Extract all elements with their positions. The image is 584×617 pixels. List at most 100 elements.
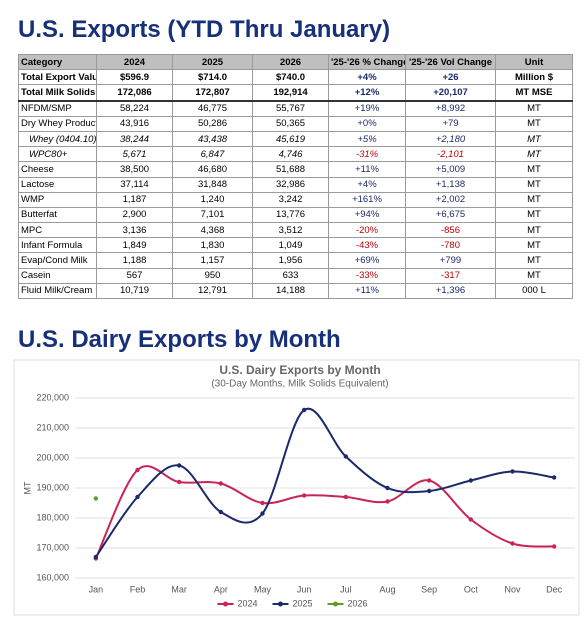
table-cell: 37,114 (96, 176, 173, 193)
point (93, 554, 99, 560)
section-title: U.S. Dairy Exports by Month (18, 326, 341, 353)
table-cell: +2,002 (405, 191, 496, 208)
table-cell: 1,049 (252, 237, 329, 254)
table-cell: 1,849 (96, 237, 173, 254)
table-row: WMP 1,187 1,240 3,242 +161% +2,002 MT (18, 191, 573, 208)
table-cell: +8,992 (405, 100, 496, 117)
point (468, 517, 474, 522)
table-cell: -31% (328, 146, 406, 163)
table-cell: 1,188 (96, 252, 173, 269)
point (135, 467, 140, 473)
legend-label: 2026 (348, 598, 368, 608)
table-cell: MPC (18, 222, 97, 239)
table-cell: 3,512 (252, 222, 329, 239)
table-row: Cheese 38,500 46,680 51,688 +11% +5,009 MT (18, 161, 573, 178)
table-cell: 1,956 (252, 252, 329, 269)
table-cell: +26 (405, 69, 496, 86)
table-cell: MT (495, 237, 573, 254)
table-row: NFDM/SMP 58,224 46,775 55,767 +19% +8,992 MT (18, 100, 573, 117)
table-cell: 43,438 (172, 130, 253, 148)
y-tick-label: 220,000 (36, 392, 69, 402)
table-cell: 32,986 (252, 176, 329, 193)
table-cell: +1,396 (405, 282, 496, 300)
table-cell: 46,775 (172, 100, 253, 117)
point (176, 463, 182, 468)
y-tick-label: 170,000 (36, 542, 69, 552)
table-cell: 10,719 (96, 282, 173, 300)
table-cell: MT (495, 191, 573, 208)
x-tick-label: Oct (464, 584, 479, 594)
table-cell: 38,244 (96, 130, 173, 148)
table-cell: 3,242 (252, 191, 329, 208)
table-cell: 3,136 (96, 222, 173, 239)
table-cell: MT (495, 222, 573, 239)
table-cell: -33% (328, 267, 406, 284)
table-row: Dry Whey Products 43,916 50,286 50,365 +0% +7… (18, 115, 573, 132)
chart-title: U.S. Dairy Exports by Month (219, 363, 380, 377)
point (218, 481, 224, 486)
table-cell: 1,830 (172, 237, 253, 254)
point (301, 407, 307, 413)
point (176, 479, 182, 485)
table-cell: Total Milk Solids (18, 84, 97, 102)
x-tick-label: Jul (340, 584, 352, 594)
table-cell: WMP (18, 191, 97, 208)
table-cell: Lactose (18, 176, 97, 193)
table-cell: +19% (328, 100, 406, 117)
table-cell: 51,688 (252, 161, 329, 178)
table-cell: 58,224 (96, 100, 173, 117)
table-cell: 2,900 (96, 206, 173, 224)
table-cell: MT (495, 146, 573, 163)
legend-marker (333, 601, 338, 607)
table-cell: 14,188 (252, 282, 329, 300)
table-cell: +5,009 (405, 161, 496, 178)
table-cell: 172,807 (172, 84, 253, 102)
table-row: Evap/Cond Milk 1,188 1,157 1,956 +69% +799 MT (18, 252, 573, 269)
table-cell: NFDM/SMP (18, 100, 97, 117)
legend-marker (223, 601, 228, 607)
point (551, 475, 557, 480)
point (93, 496, 99, 501)
table-cell: 31,848 (172, 176, 253, 193)
x-tick-label: Feb (130, 584, 146, 594)
point (301, 493, 307, 498)
table-row: Total Milk Solids 172,086 172,807 192,914 +1… (18, 84, 573, 102)
table-cell: +1,138 (405, 176, 496, 193)
legend-marker (278, 601, 283, 607)
table-cell: +11% (328, 282, 406, 300)
table-cell: Cheese (18, 161, 97, 178)
table-cell: -317 (405, 267, 496, 284)
table-cell: $714.0 (172, 69, 253, 86)
table-cell: +5% (328, 130, 406, 148)
x-tick-label: Jun (297, 584, 312, 594)
x-tick-label: May (254, 584, 272, 594)
y-tick-label: 210,000 (36, 422, 69, 432)
table-cell: Dry Whey Products (18, 115, 97, 132)
table-cell: 2025 (172, 53, 253, 71)
table-cell: 4,368 (172, 222, 253, 239)
table-cell: +20,107 (405, 84, 496, 102)
table-cell: +69% (328, 252, 406, 269)
point (426, 488, 432, 494)
table-cell: MT (495, 161, 573, 178)
y-tick-label: 180,000 (36, 512, 69, 522)
table-cell: MT (495, 206, 573, 224)
table-row: Total Export Value $596.9 $714.0 $740.0 +4% +… (18, 69, 573, 86)
table-cell: +0% (328, 115, 406, 132)
table-row: Fluid Milk/Cream 10,719 12,791 14,188 +11% +1… (18, 282, 573, 300)
x-tick-label: Jan (89, 584, 104, 594)
point (510, 541, 515, 546)
y-tick-label: 190,000 (36, 482, 69, 492)
table-cell: 50,365 (252, 115, 329, 132)
table-cell: +79 (405, 115, 496, 132)
table-cell: 46,680 (172, 161, 253, 178)
point (385, 485, 390, 491)
table-row: Whey (0404.10) 38,244 43,438 45,619 +5% +2,18… (18, 130, 573, 148)
table-cell: Total Export Value (18, 69, 97, 86)
point (468, 478, 474, 483)
point (385, 499, 390, 504)
point (260, 511, 265, 516)
table-cell: 12,791 (172, 282, 253, 300)
table-cell: MT (495, 130, 573, 148)
